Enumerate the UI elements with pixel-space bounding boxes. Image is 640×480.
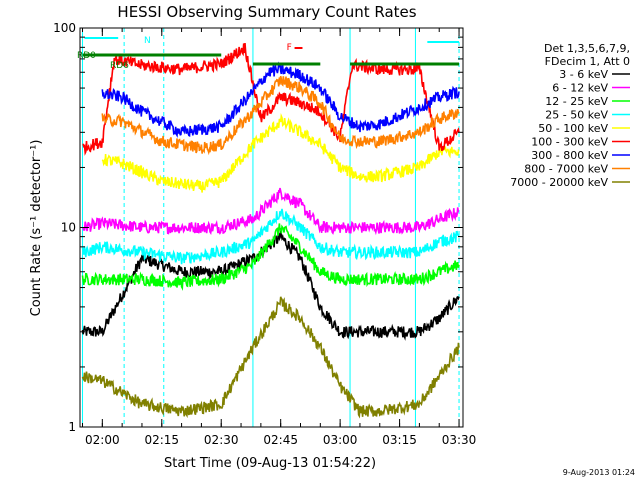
x-tick-label: 03:30 [442, 433, 477, 447]
legend-entry: 800 - 7000 keV [524, 163, 608, 176]
x-tick-label: 02:15 [144, 433, 179, 447]
legend-entry: 6 - 12 keV [552, 82, 608, 95]
series-line [101, 75, 460, 156]
y-axis-label: Count Rate (s⁻¹ detector⁻¹) [29, 140, 44, 317]
series-line [81, 223, 460, 291]
x-tick-label: 02:45 [263, 433, 298, 447]
legend-entry: 3 - 6 keV [559, 68, 608, 81]
series-line [82, 187, 460, 236]
series-line [81, 296, 460, 419]
annotation-label: RD0 [77, 51, 96, 61]
legend-header: Det 1,3,5,6,7,9, [544, 42, 630, 55]
series-line [81, 208, 460, 265]
footer-timestamp: 9-Aug-2013 01:24 [563, 468, 635, 477]
annotation-label: N [144, 36, 151, 46]
y-tick-label: 10 [61, 221, 76, 235]
x-axis-label: Start Time (09-Aug-13 01:54:22) [164, 456, 376, 471]
legend-entry: 50 - 100 keV [538, 122, 608, 135]
chart-title: HESSI Observing Summary Count Rates [117, 3, 416, 21]
annotation-label: RD6 [110, 61, 129, 71]
annotation-label: F [287, 43, 292, 53]
legend: Det 1,3,5,6,7,9,FDecim 1, Att 03 - 6 keV… [510, 42, 630, 189]
y-tick-label: 100 [53, 21, 76, 35]
x-tick-label: 02:00 [85, 433, 120, 447]
legend-entry: 100 - 300 keV [531, 136, 608, 149]
series-line [81, 230, 460, 341]
legend-entry: 7000 - 20000 keV [510, 176, 608, 189]
legend-header: FDecim 1, Att 0 [545, 55, 630, 68]
x-tick-label: 03:00 [323, 433, 358, 447]
y-tick-label: 1 [68, 420, 76, 434]
series-lines [81, 42, 460, 419]
series-line [82, 42, 460, 156]
series-line [101, 61, 460, 139]
x-tick-label: 03:15 [382, 433, 417, 447]
x-tick-label: 02:30 [204, 433, 239, 447]
legend-entry: 12 - 25 keV [545, 95, 608, 108]
legend-entry: 25 - 50 keV [545, 109, 608, 122]
legend-entry: 300 - 800 keV [531, 149, 608, 162]
series-line [101, 112, 460, 193]
